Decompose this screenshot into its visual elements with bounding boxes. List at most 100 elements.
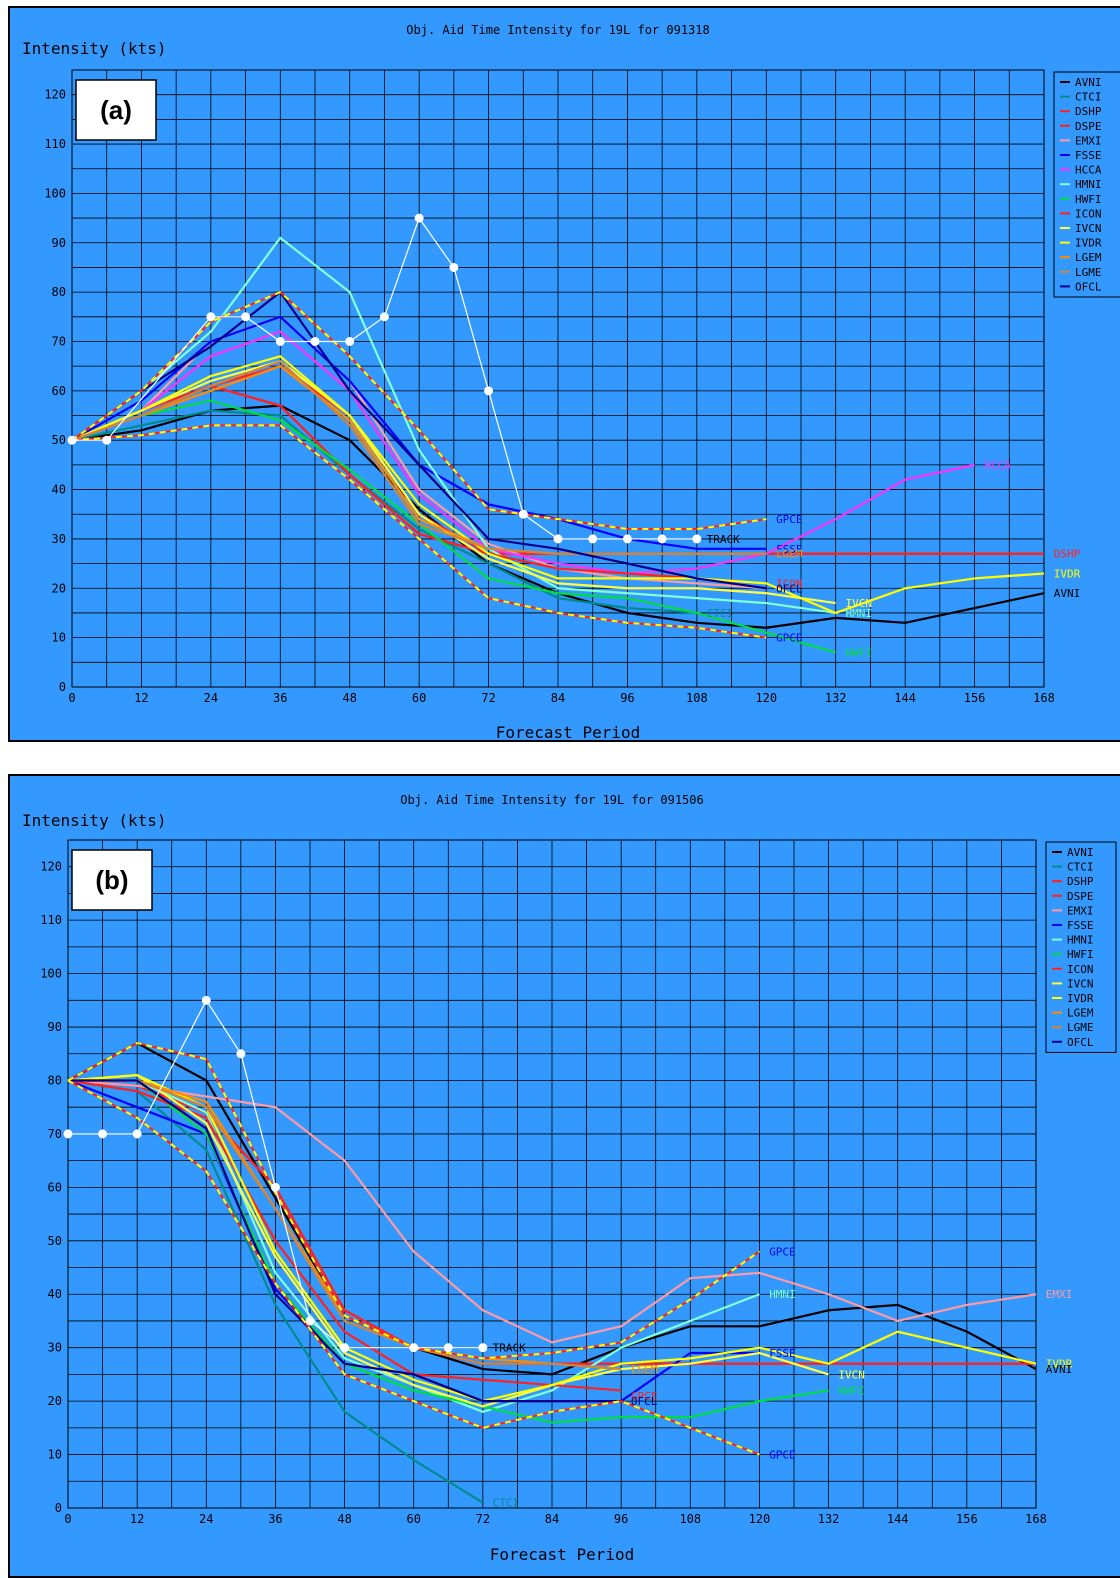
x-tick-label: 132: [818, 1512, 840, 1526]
series-line-ivdr: [67, 1074, 1037, 1403]
track-point: [270, 1182, 280, 1192]
y-tick-label: 50: [52, 433, 66, 447]
panel-label: (b): [95, 865, 128, 895]
track-point: [201, 995, 211, 1005]
legend-item-hmni: HMNI: [1067, 934, 1094, 947]
chart-a-svg: Obj. Aid Time Intensity for 19L for 0913…: [22, 23, 1120, 742]
chart-panel-b: Obj. Aid Time Intensity for 19L for 0915…: [8, 774, 1120, 1578]
series-end-label: OFCL: [776, 582, 803, 595]
legend-item-fsse: FSSE: [1067, 919, 1094, 932]
x-tick-label: 156: [964, 691, 986, 705]
legend-item-lgme: LGME: [1075, 266, 1102, 279]
y-tick-label: 110: [44, 137, 66, 151]
x-tick-label: 84: [551, 691, 565, 705]
y-tick-label: 30: [48, 1341, 62, 1355]
series-end-label: CTCI: [707, 607, 734, 620]
series-end-label: CTCI: [493, 1497, 519, 1510]
series-line-emxi: [67, 1079, 1037, 1344]
series-line-hcca: [71, 330, 975, 575]
legend-item-avni: AVNI: [1067, 846, 1094, 859]
chart-b-svg: Obj. Aid Time Intensity for 19L for 0915…: [22, 793, 1117, 1564]
series-end-label: TRACK: [707, 533, 740, 546]
legend-item-icon: ICON: [1075, 207, 1102, 220]
series-line-lgme: [71, 360, 767, 555]
legend-box: [1053, 71, 1120, 298]
legend-item-ctci: CTCI: [1075, 91, 1102, 104]
y-tick-label: 60: [52, 384, 66, 398]
series-end-label: OFCL: [631, 1395, 658, 1408]
panel-label-box: [75, 79, 157, 141]
legend-item-ofcl: OFCL: [1067, 1036, 1094, 1049]
legend-item-emxi: EMXI: [1067, 904, 1094, 917]
series-end-label: GPCE: [776, 632, 803, 645]
x-tick-label: 156: [956, 1512, 978, 1526]
legend-item-lgem: LGEM: [1075, 251, 1102, 264]
legend-item-dshp: DSHP: [1075, 105, 1102, 118]
y-tick-label: 110: [40, 913, 62, 927]
track-point: [345, 336, 355, 346]
legend-item-avni: AVNI: [1075, 76, 1102, 89]
track-point: [692, 534, 702, 544]
series-line-ivcn: [67, 1074, 829, 1408]
track-point: [206, 312, 216, 322]
x-tick-label: 48: [337, 1512, 351, 1526]
series-end-label: HMNI: [769, 1288, 796, 1301]
series-end-label: LGEM: [631, 1363, 658, 1376]
series-end-label: IVDR: [1046, 1358, 1073, 1371]
track-point: [132, 1129, 142, 1139]
legend-item-lgem: LGEM: [1067, 1007, 1094, 1020]
series-end-label: AVNI: [1054, 587, 1081, 600]
series-end-label: GPCE: [769, 1449, 796, 1462]
y-tick-label: 0: [55, 1501, 62, 1515]
series-line-gpce: [71, 291, 767, 531]
series-line-gpce: [67, 1079, 760, 1456]
track-point: [414, 213, 424, 223]
series-end-label: LGEM: [776, 548, 803, 561]
y-axis-label: Intensity (kts): [22, 811, 167, 830]
series-end-label: EMXI: [1046, 1288, 1073, 1301]
track-point: [443, 1343, 453, 1353]
x-tick-label: 168: [1025, 1512, 1047, 1526]
series-line-ofcl: [68, 1079, 622, 1403]
series-line-avni: [67, 1041, 1037, 1376]
series-end-label: FSSE: [776, 543, 803, 556]
legend-item-ctci: CTCI: [1067, 861, 1094, 874]
track-point: [518, 509, 528, 519]
series-line-ctci: [71, 409, 697, 615]
y-tick-label: 100: [44, 186, 66, 200]
series-end-label: DSHP: [1054, 548, 1081, 561]
y-tick-label: 20: [52, 581, 66, 595]
y-tick-label: 50: [48, 1234, 62, 1248]
y-tick-label: 10: [48, 1448, 62, 1462]
x-tick-label: 72: [476, 1512, 490, 1526]
series-end-label: GPCE: [769, 1245, 796, 1258]
track-point: [588, 534, 598, 544]
legend-item-dspe: DSPE: [1075, 120, 1102, 133]
x-tick-label: 120: [749, 1512, 771, 1526]
series-line-emxi: [71, 315, 767, 590]
track-point: [657, 534, 667, 544]
series-line-icon: [67, 1079, 622, 1392]
y-tick-label: 80: [52, 285, 66, 299]
x-axis-label: Forecast Period: [496, 723, 641, 742]
series-line-hmni: [71, 236, 836, 615]
x-tick-label: 60: [406, 1512, 420, 1526]
y-tick-label: 40: [48, 1287, 62, 1301]
track-point: [478, 1343, 488, 1353]
track-point: [379, 312, 389, 322]
legend-item-emxi: EMXI: [1075, 134, 1102, 147]
series-line-hwfi: [71, 399, 837, 654]
legend-item-ivdr: IVDR: [1067, 992, 1094, 1005]
y-tick-label: 90: [52, 236, 66, 250]
track-point: [67, 435, 77, 445]
y-tick-label: 20: [48, 1394, 62, 1408]
track-point: [241, 312, 251, 322]
x-tick-label: 24: [199, 1512, 213, 1526]
track-point: [236, 1049, 246, 1059]
x-tick-label: 0: [64, 1512, 71, 1526]
legend-item-icon: ICON: [1067, 963, 1094, 976]
legend-item-hwfi: HWFI: [1067, 948, 1094, 961]
panel-label-box: [71, 849, 153, 911]
track-point: [310, 336, 320, 346]
track-point: [63, 1129, 73, 1139]
